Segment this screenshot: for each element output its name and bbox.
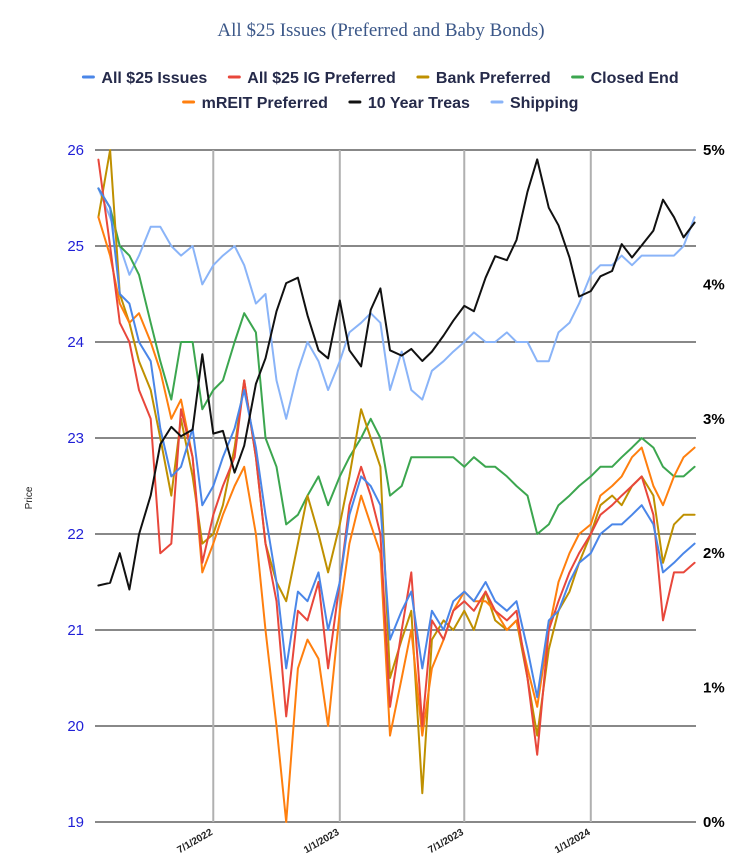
series-line-mreit-preferred <box>97 216 696 823</box>
y-tick-label: 22 <box>67 526 84 543</box>
legend-label: Bank Preferred <box>436 70 551 87</box>
legend-item: 10 Year Treas <box>348 95 470 112</box>
chart-title: All $25 Issues (Preferred and Baby Bonds… <box>217 20 544 41</box>
x-tick-label: 7/1/2022 <box>176 827 216 856</box>
grid <box>95 149 696 823</box>
y-tick-label: 24 <box>67 334 84 351</box>
y-tick-label: 21 <box>67 622 84 639</box>
legend-item: All $25 Issues <box>81 70 207 87</box>
y-tick-label: 26 <box>67 142 84 159</box>
legend-label: All $25 IG Preferred <box>247 70 396 87</box>
series-line-closed-end <box>97 187 696 535</box>
series-line-all-25-issues <box>97 187 696 699</box>
y2-tick-label: 4% <box>703 276 725 293</box>
legend-row: mREIT Preferred 10 Year Treas Shipping <box>182 95 578 112</box>
legend-item: All $25 IG Preferred <box>227 70 396 87</box>
x-tick-label: 1/1/2024 <box>553 827 593 856</box>
series-line-all-25-ig-preferred <box>97 158 696 756</box>
x-tick-label: 1/1/2023 <box>302 827 342 856</box>
y2-tick-label: 3% <box>703 411 725 428</box>
y2-tick-label: 2% <box>703 545 725 562</box>
y-tick-label: 23 <box>67 430 84 447</box>
legend-label: mREIT Preferred <box>202 95 328 112</box>
axes: 19 20 21 22 23 24 25 26 0% 1% 2% 3% 4% 5% 7/1/2022 1/1/… <box>67 142 724 856</box>
y2-tick-label: 1% <box>703 680 725 697</box>
x-tick-label: 7/1/2023 <box>427 827 467 856</box>
series-line-shipping <box>97 187 696 420</box>
legend-label: Shipping <box>510 95 578 112</box>
legend-label: Closed End <box>591 70 679 87</box>
legend-item: Shipping <box>490 95 578 112</box>
series-layer <box>97 149 696 823</box>
legend-item: mREIT Preferred <box>182 95 328 112</box>
y2-tick-label: 5% <box>703 142 725 159</box>
y2-tick-label: 0% <box>703 814 725 831</box>
y-tick-label: 20 <box>67 718 84 735</box>
legend-item: Closed End <box>571 70 679 87</box>
legend-label: All $25 Issues <box>101 70 207 87</box>
y-axis-label: Price <box>24 486 35 509</box>
series-line-10-year-treas <box>97 158 696 591</box>
y-tick-label: 25 <box>67 238 84 255</box>
legend-label: 10 Year Treas <box>368 95 470 112</box>
legend-row: All $25 Issues All $25 IG Preferred Bank P… <box>81 70 679 87</box>
legend-item: Bank Preferred <box>416 70 551 87</box>
y-tick-label: 19 <box>67 814 84 831</box>
legend: All $25 Issues All $25 IG Preferred Bank P… <box>81 70 679 112</box>
